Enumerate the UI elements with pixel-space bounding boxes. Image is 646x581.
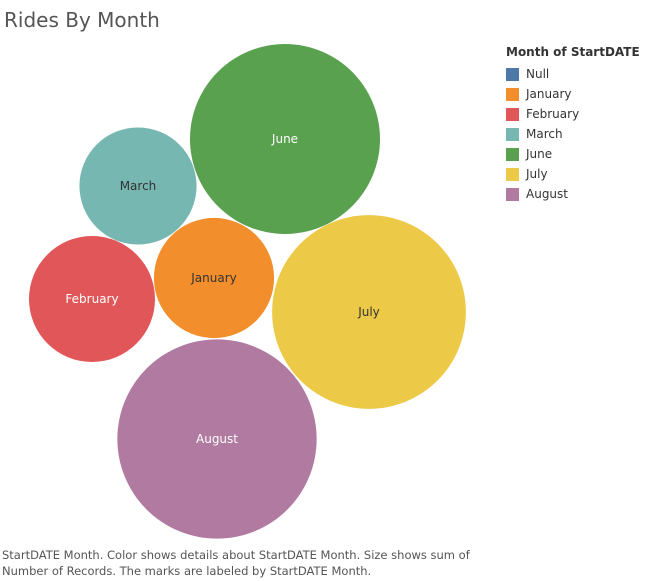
legend-items: Null January February March June July August [506,64,640,204]
bubble-label-july: July [357,305,380,319]
chart-title: Rides By Month [4,8,160,32]
legend-label: July [526,167,548,181]
legend-swatch [506,167,519,181]
legend: Month of StartDATE Null January February Ma… [506,45,640,204]
legend-swatch [506,107,519,121]
bubble-february[interactable] [28,235,156,363]
bubble-label-february: February [65,292,118,306]
legend-label: June [526,147,553,161]
legend-item-august[interactable]: August [506,184,640,204]
legend-label: August [526,187,568,201]
legend-item-july[interactable]: July [506,164,640,184]
bubble-march[interactable] [79,127,197,245]
bubble-july[interactable] [272,215,466,409]
bubble-chart: June July August March February January [28,44,466,539]
legend-title: Month of StartDATE [506,45,640,59]
legend-item-null[interactable]: Null [506,64,640,84]
legend-label: Null [526,67,550,81]
legend-swatch [506,127,519,141]
bubble-august[interactable] [117,339,317,539]
bubble-january[interactable] [153,217,275,339]
chart-caption: StartDATE Month. Color shows details abo… [2,548,470,578]
legend-label: February [526,107,580,121]
legend-label: March [526,127,563,141]
bubble-label-june: June [271,132,298,146]
bubble-label-january: January [190,271,237,285]
bubble-june[interactable] [190,44,380,234]
bubble-label-august: August [196,432,238,446]
legend-swatch [506,67,519,81]
legend-label: January [526,87,572,101]
legend-swatch [506,87,519,101]
legend-item-february[interactable]: February [506,104,640,124]
bubble-label-march: March [120,179,157,193]
legend-item-march[interactable]: March [506,124,640,144]
legend-swatch [506,147,519,161]
legend-swatch [506,187,519,201]
legend-item-january[interactable]: January [506,84,640,104]
legend-item-june[interactable]: June [506,144,640,164]
